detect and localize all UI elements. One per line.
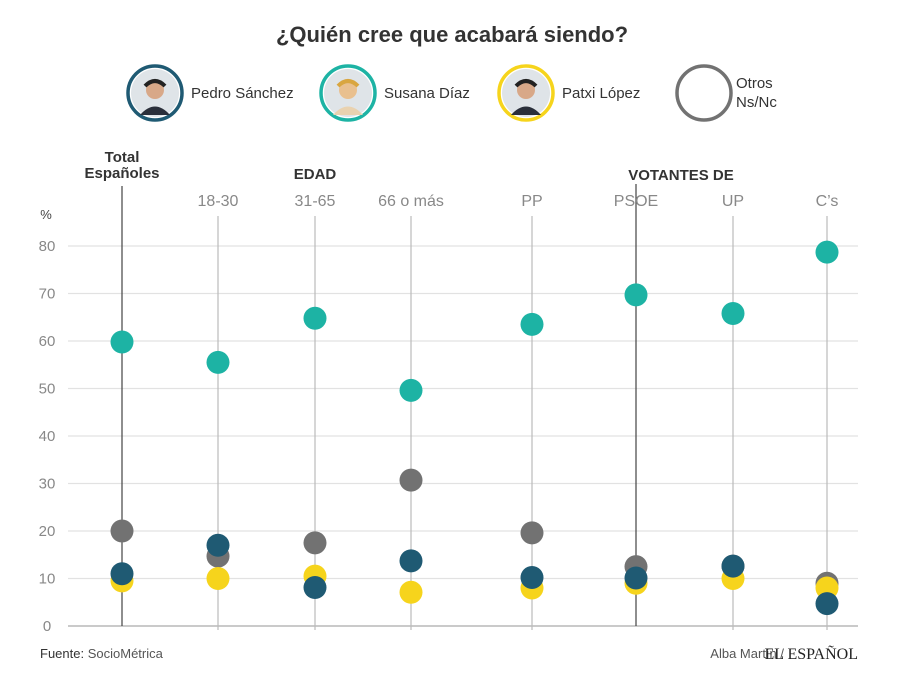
point-susana-d-az-1: [206, 350, 230, 374]
point-pedro-s-nchez-1: [206, 533, 230, 557]
category-label: PP: [521, 193, 542, 210]
y-tick-20: 20: [39, 523, 56, 540]
category-label: PSOE: [614, 193, 658, 210]
el-espanol-logo: EL ESPAÑOL: [765, 645, 859, 663]
avatar-hair: [143, 79, 167, 88]
legend-item: Otros Ns/Nc: [675, 64, 777, 122]
point-otros-ns-nc-4: [520, 521, 544, 545]
legend-label: Pedro Sánchez: [191, 85, 294, 102]
point-susana-d-az-3: [399, 378, 423, 402]
point-pedro-s-nchez-4: [520, 566, 544, 590]
avatar-body: [511, 106, 541, 115]
point-susana-d-az-6: [721, 301, 745, 325]
avatar-body: [140, 106, 170, 115]
footer-source: Fuente: SocioMétrica: [40, 646, 164, 661]
otros-ring-icon: [675, 64, 733, 122]
y-tick-80: 80: [39, 238, 56, 255]
y-tick-40: 40: [39, 428, 56, 445]
y-tick-50: 50: [39, 381, 56, 398]
y-tick-30: 30: [39, 476, 56, 493]
point-pedro-s-nchez-7: [815, 592, 839, 616]
group-total-line2: Españoles: [84, 165, 159, 182]
point-pedro-s-nchez-2: [303, 576, 327, 600]
points: [110, 240, 839, 616]
avatar-hair: [336, 79, 360, 88]
footer-author: Alba Martín /: [710, 646, 784, 661]
source-value: SocioMétrica: [88, 646, 164, 661]
avatar-hair: [514, 79, 538, 88]
point-susana-d-az-7: [815, 240, 839, 264]
point-susana-d-az-2: [303, 306, 327, 330]
legend-item: Susana Díaz: [319, 64, 470, 122]
category-label: C’s: [816, 193, 839, 210]
chart-title: ¿Quién cree que acabará siendo?: [276, 22, 628, 47]
avatar-face: [146, 81, 164, 99]
point-otros-ns-nc-0: [110, 519, 134, 543]
point-patxi-l-pez-3: [399, 580, 423, 604]
point-susana-d-az-4: [520, 312, 544, 336]
group-votantes: VOTANTES DE: [628, 167, 734, 184]
point-patxi-l-pez-1: [206, 567, 230, 590]
point-pedro-s-nchez-3: [399, 549, 423, 573]
y-tick-0: 0: [43, 618, 51, 635]
point-susana-d-az-5: [624, 283, 648, 307]
source-label: Fuente:: [40, 646, 84, 661]
avatar-body: [333, 106, 363, 115]
legend-item: Pedro Sánchez: [126, 64, 294, 122]
grid: 0 10 20 30 40 50 60 70 80 18-30 31-65 66 o más PP PSO…: [39, 184, 858, 635]
legend-label-2: Ns/Nc: [736, 94, 777, 111]
category-label: 18-30: [198, 193, 239, 210]
legend-label: Otros: [736, 75, 773, 92]
point-pedro-s-nchez-0: [110, 562, 134, 586]
y-axis-label: %: [40, 207, 52, 222]
legend-label: Patxi López: [562, 85, 640, 102]
legend-label: Susana Díaz: [384, 85, 470, 102]
point-otros-ns-nc-2: [303, 531, 327, 555]
category-label: 31-65: [295, 193, 336, 210]
y-tick-10: 10: [39, 571, 56, 588]
y-tick-70: 70: [39, 286, 56, 303]
point-pedro-s-nchez-5: [624, 566, 648, 590]
category-headers: Total Españoles EDAD VOTANTES DE: [84, 149, 733, 184]
category-label: UP: [722, 193, 744, 210]
group-edad: EDAD: [294, 166, 337, 183]
avatar-face: [339, 81, 357, 99]
legend-item: Patxi López: [497, 64, 640, 122]
avatar-face: [517, 81, 535, 99]
point-otros-ns-nc-3: [399, 468, 423, 492]
category-label: 66 o más: [378, 193, 444, 210]
group-total-line1: Total: [105, 149, 140, 166]
y-tick-60: 60: [39, 333, 56, 350]
footer: Fuente: SocioMétrica Alba Martín / EL ES…: [40, 645, 858, 663]
legend: Pedro Sánchez Susana Díaz Patxi López Otros…: [126, 64, 777, 122]
point-pedro-s-nchez-6: [721, 554, 745, 578]
point-susana-d-az-0: [110, 330, 134, 354]
